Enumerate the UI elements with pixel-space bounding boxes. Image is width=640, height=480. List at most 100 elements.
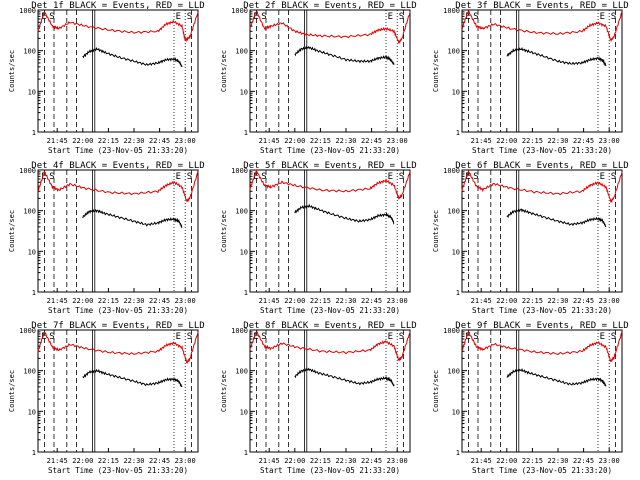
x-tick-label: 22:00 — [496, 137, 517, 145]
interval-marker: E — [600, 332, 605, 342]
y-axis-label: Counts/sec — [432, 370, 440, 412]
series-line-black — [506, 47, 607, 67]
panel-title: Det 9f BLACK = Events, RED = LLD — [455, 321, 628, 331]
y-axis-label: Counts/sec — [220, 210, 228, 252]
panel-title: Det 1f BLACK = Events, RED = LLD — [31, 1, 204, 11]
interval-marker: S — [261, 332, 266, 342]
x-tick-label: 22:45 — [573, 457, 594, 465]
series-line-red — [37, 170, 199, 203]
x-tick-label: 21:45 — [259, 297, 280, 305]
series-line-black — [82, 47, 183, 67]
plot-frame — [461, 169, 623, 293]
y-tick-label: 1000 — [443, 167, 460, 175]
y-tick-label: 100 — [23, 48, 36, 56]
x-tick-label: 22:00 — [72, 137, 93, 145]
series-line-red — [461, 10, 623, 43]
y-tick-label: 1 — [32, 449, 36, 457]
panel-title: Det 4f BLACK = Events, RED = LLD — [31, 161, 204, 171]
x-axis-label: Start Time (23-Nov-05 21:33:20) — [48, 306, 188, 315]
x-tick-label: 23:00 — [175, 457, 196, 465]
x-tick-label: 22:45 — [573, 297, 594, 305]
y-tick-label: 1 — [244, 129, 248, 137]
x-tick-label: 22:30 — [123, 297, 144, 305]
x-tick-label: 22:45 — [361, 457, 382, 465]
y-tick-label: 10 — [240, 248, 248, 256]
x-tick-label: 23:00 — [175, 297, 196, 305]
interval-marker: S — [473, 332, 478, 342]
x-tick-label: 22:45 — [149, 137, 170, 145]
panel-det-6: Det 6f BLACK = Events, RED = LLD 1 10 100 10… — [432, 161, 629, 315]
interval-marker: E — [388, 332, 393, 342]
series-line-black — [506, 208, 607, 228]
panel-title: Det 7f BLACK = Events, RED = LLD — [31, 321, 204, 331]
x-tick-label: 22:15 — [522, 137, 543, 145]
plot-frame — [249, 169, 411, 293]
y-tick-label: 100 — [235, 208, 248, 216]
y-tick-label: 1 — [456, 449, 460, 457]
interval-marker: S — [261, 172, 266, 182]
y-tick-label: 1 — [32, 289, 36, 297]
interval-marker: E — [176, 172, 181, 182]
interval-marker: S — [49, 12, 54, 22]
interval-marker: E — [253, 332, 258, 342]
x-tick-label: 22:15 — [522, 457, 543, 465]
y-tick-label: 10 — [240, 88, 248, 96]
y-tick-label: 100 — [447, 48, 460, 56]
interval-marker: S — [611, 172, 616, 182]
interval-marker: S — [399, 172, 404, 182]
interval-marker: S — [187, 332, 192, 342]
y-tick-label: 1 — [244, 449, 248, 457]
x-axis-label: Start Time (23-Nov-05 21:33:20) — [260, 466, 400, 475]
x-axis-label: Start Time (23-Nov-05 21:33:20) — [48, 146, 188, 155]
y-tick-label: 10 — [452, 88, 460, 96]
x-axis-label: Start Time (23-Nov-05 21:33:20) — [472, 466, 612, 475]
x-tick-label: 22:15 — [310, 457, 331, 465]
x-tick-label: 22:15 — [98, 457, 119, 465]
interval-marker: S — [473, 172, 478, 182]
y-tick-label: 10 — [240, 408, 248, 416]
interval-marker: E — [253, 12, 258, 22]
interval-marker: S — [611, 12, 616, 22]
x-tick-label: 21:45 — [47, 457, 68, 465]
x-tick-label: 22:30 — [123, 137, 144, 145]
y-tick-label: 100 — [23, 368, 36, 376]
interval-marker: E — [388, 12, 393, 22]
y-tick-label: 1000 — [443, 7, 460, 15]
series-line-black — [82, 208, 183, 229]
series-line-black — [294, 367, 395, 387]
x-tick-label: 22:30 — [547, 457, 568, 465]
panel-title: Det 5f BLACK = Events, RED = LLD — [243, 161, 416, 171]
y-tick-label: 100 — [447, 208, 460, 216]
plot-frame — [37, 329, 199, 453]
x-tick-label: 23:00 — [387, 137, 408, 145]
interval-marker: E — [253, 172, 258, 182]
interval-marker: E — [41, 332, 46, 342]
x-tick-label: 21:45 — [471, 457, 492, 465]
panel-det-8: Det 8f BLACK = Events, RED = LLD 1 10 100 10… — [220, 321, 417, 475]
x-tick-label: 22:15 — [310, 297, 331, 305]
interval-marker: E — [600, 172, 605, 182]
series-line-red — [461, 169, 623, 204]
x-tick-label: 22:30 — [335, 457, 356, 465]
x-tick-label: 21:45 — [471, 137, 492, 145]
y-tick-label: 10 — [28, 248, 36, 256]
y-tick-label: 1 — [244, 289, 248, 297]
interval-marker: S — [187, 172, 192, 182]
x-tick-label: 23:00 — [175, 137, 196, 145]
panel-det-3: Det 3f BLACK = Events, RED = LLD 1 10 100 10… — [432, 1, 629, 155]
x-tick-label: 21:45 — [47, 137, 68, 145]
interval-marker: E — [465, 12, 470, 22]
series-line-red — [249, 11, 411, 44]
y-tick-label: 10 — [28, 88, 36, 96]
interval-marker: E — [176, 332, 181, 342]
x-tick-label: 22:15 — [98, 137, 119, 145]
x-axis-label: Start Time (23-Nov-05 21:33:20) — [472, 146, 612, 155]
series-line-red — [249, 169, 411, 200]
y-axis-label: Counts/sec — [220, 370, 228, 412]
series-line-red — [249, 331, 411, 361]
x-tick-label: 22:45 — [149, 457, 170, 465]
y-axis-label: Counts/sec — [432, 50, 440, 92]
interval-marker: E — [465, 172, 470, 182]
x-tick-label: 22:30 — [547, 297, 568, 305]
